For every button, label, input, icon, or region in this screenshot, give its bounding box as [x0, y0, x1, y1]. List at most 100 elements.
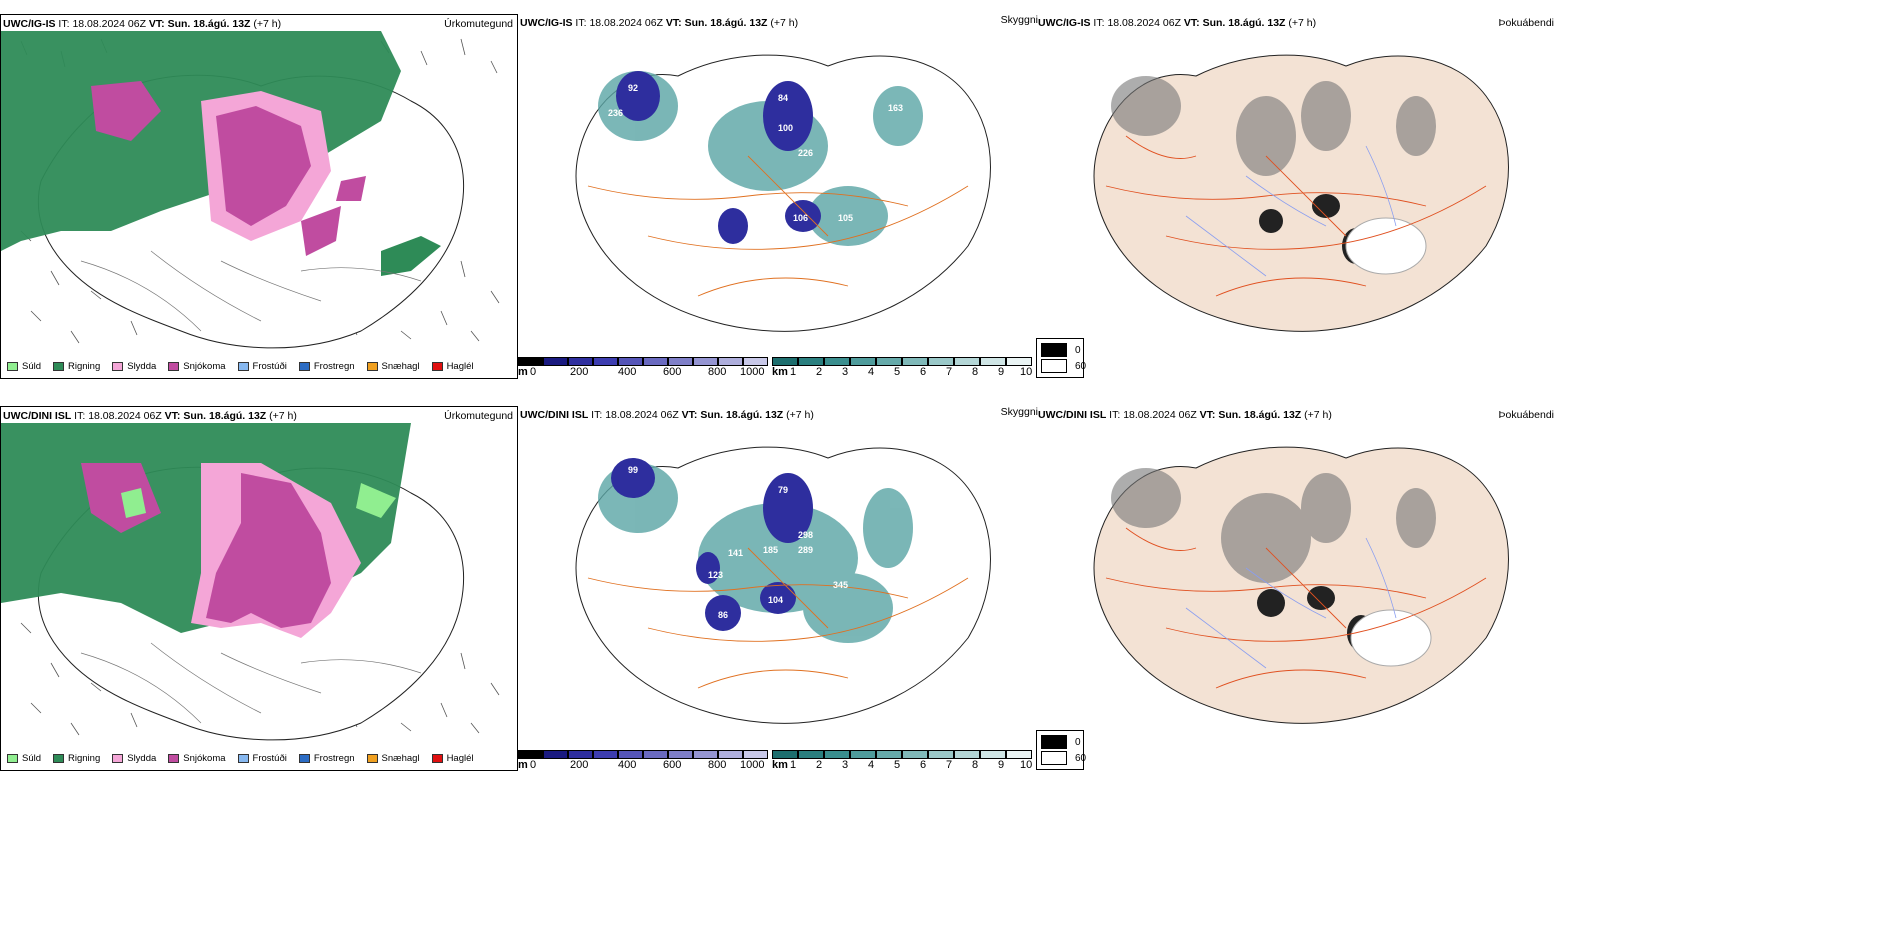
ramp-cell: [824, 750, 850, 759]
ramp-cell: [980, 357, 1006, 366]
ramp-cell: [798, 750, 824, 759]
ramp-cell: [876, 357, 902, 366]
visibility-tick: 6: [920, 759, 927, 771]
cloud-title-bottom: Skyggni: [1000, 406, 1038, 418]
ramp-cell: [543, 357, 568, 366]
ceiling-tick: 200: [570, 759, 589, 771]
precip-legend-bottom: Súld Rigning Slydda Snjókoma Frostúði Fr…: [7, 753, 486, 764]
cloud-panel-bottom: UWC/DINI ISL IT: 18.08.2024 06Z VT: Sun.…: [518, 406, 1038, 771]
ceiling-tick: 800: [708, 759, 727, 771]
legend-item: Snjókoma: [168, 753, 226, 764]
ramp-cell: [1006, 750, 1032, 759]
visibility-tick: 2: [816, 759, 823, 771]
ceiling-tick: 400: [618, 759, 637, 771]
ramp-cell: [568, 750, 593, 759]
ceiling-tick: 0: [530, 366, 537, 378]
ramp-cell: [902, 357, 928, 366]
legend-item: Súld: [7, 361, 41, 372]
legend-swatch: [112, 362, 124, 371]
cloud-label: 298: [798, 530, 813, 540]
ramp-cell: [954, 750, 980, 759]
visibility-tick: 8: [972, 366, 979, 378]
ramp-cell: [518, 357, 543, 366]
cloud-label: 99: [628, 465, 638, 475]
fog-panel-bottom: UWC/DINI ISL IT: 18.08.2024 06Z VT: Sun.…: [1036, 406, 1556, 771]
precip-panel-top: UWC/IG-IS IT: 18.08.2024 06Z VT: Sun. 18…: [0, 14, 518, 379]
ceiling-tick: 600: [663, 366, 682, 378]
ramp-cell: [980, 750, 1006, 759]
fog-legend-row: 60: [1041, 359, 1086, 373]
visibility-tick: 5: [894, 366, 901, 378]
ceiling-tick: 0: [530, 759, 537, 771]
cloud-label: 236: [608, 108, 623, 118]
visibility-tick: 4: [868, 366, 875, 378]
cloud-label: 345: [833, 580, 848, 590]
legend-item: Frostregn: [298, 361, 355, 372]
ceiling-tick: 200: [570, 366, 589, 378]
ramp-cell: [593, 357, 618, 366]
cloud-panel-top: UWC/IG-IS IT: 18.08.2024 06Z VT: Sun. 18…: [518, 14, 1038, 379]
visibility-tick: 7: [946, 759, 953, 771]
ceiling-unit: m: [518, 759, 528, 771]
visibility-unit: km: [772, 759, 788, 771]
precip-header-bottom: UWC/DINI ISL IT: 18.08.2024 06Z VT: Sun.…: [3, 410, 297, 422]
legend-item: Snjókoma: [168, 361, 226, 372]
visibility-tick: 4: [868, 759, 875, 771]
ramp-cell: [718, 750, 743, 759]
cloud-label: 106: [793, 213, 808, 223]
visibility-tick: 6: [920, 366, 927, 378]
visibility-tick: 1: [790, 366, 797, 378]
ramp-cell: [543, 750, 568, 759]
fog-swatch: [1041, 359, 1067, 373]
ceiling-tick: 1000: [740, 759, 765, 771]
visibility-tick: 3: [842, 366, 849, 378]
cloud-label: 141: [728, 548, 743, 558]
legend-swatch: [366, 362, 378, 371]
ceiling-unit: m: [518, 366, 528, 378]
cloud-label: 185: [763, 545, 778, 555]
legend-item: Slydda: [112, 753, 156, 764]
ramp-cell: [693, 357, 718, 366]
cloud-label: 226: [798, 148, 813, 158]
visibility-tick: 10: [1020, 366, 1033, 378]
legend-item: Súld: [7, 753, 41, 764]
legend-item: Haglél: [431, 361, 474, 372]
legend-swatch: [431, 362, 443, 371]
visibility-tick: 10: [1020, 759, 1033, 771]
ramp-cell: [743, 357, 768, 366]
legend-swatch: [53, 362, 65, 371]
ramp-cell: [643, 750, 668, 759]
cloud-map-bottom: 99 79 298 289 185 141 123 104 345 86: [575, 446, 991, 724]
precip-panel-bottom: UWC/DINI ISL IT: 18.08.2024 06Z VT: Sun.…: [0, 406, 518, 771]
legend-item: Frostúði: [237, 753, 287, 764]
visibility-scale-top: km 1 2 3 4 5 6 7 8 9 10: [772, 357, 1034, 379]
precip-legend-top: Súld Rigning Slydda Snjókoma Frostúði Fr…: [7, 361, 486, 372]
ramp-cell: [1006, 357, 1032, 366]
ramp-cell: [824, 357, 850, 366]
fog-map-top: [1093, 54, 1509, 332]
fog-legend-bottom: 0 60: [1036, 730, 1086, 770]
visibility-tick: 5: [894, 759, 901, 771]
legend-swatch: [168, 754, 180, 763]
ramp-cell: [902, 750, 928, 759]
fog-title-top: Þokuábendi: [1498, 17, 1554, 29]
fog-legend-row: 0: [1041, 735, 1081, 749]
legend-item: Snæhagl: [366, 753, 420, 764]
cloud-label: 289: [798, 545, 813, 555]
fog-map-bottom: [1093, 446, 1509, 724]
legend-swatch: [112, 754, 124, 763]
fog-swatch: [1041, 343, 1067, 357]
fog-legend-row: 0: [1041, 343, 1081, 357]
ceiling-scale-top: m 0 200 400 600 800 1000: [518, 357, 768, 379]
ramp-cell: [518, 750, 543, 759]
legend-swatch: [168, 362, 180, 371]
ceiling-tick: 600: [663, 759, 682, 771]
precip-header-top: UWC/IG-IS IT: 18.08.2024 06Z VT: Sun. 18…: [3, 18, 282, 30]
ramp-cell: [954, 357, 980, 366]
legend-item: Frostregn: [298, 753, 355, 764]
legend-swatch: [366, 754, 378, 763]
fog-panel-top: UWC/IG-IS IT: 18.08.2024 06Z VT: Sun. 18…: [1036, 14, 1556, 379]
ramp-cell: [593, 750, 618, 759]
legend-item: Rigning: [53, 361, 100, 372]
ceiling-tick: 800: [708, 366, 727, 378]
